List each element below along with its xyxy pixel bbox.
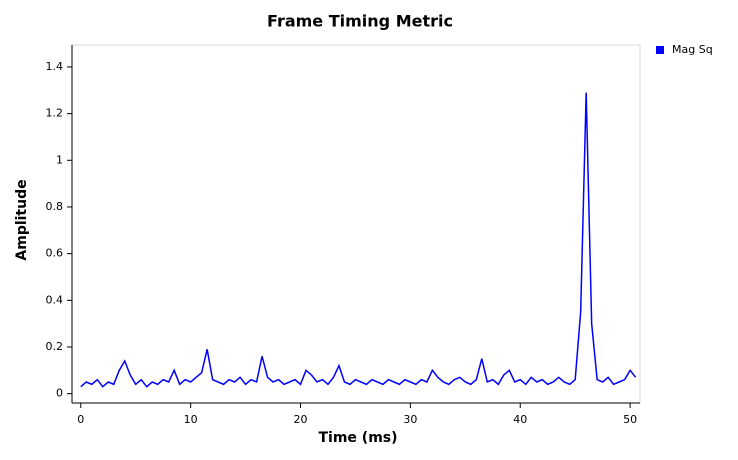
y-tick-label: 0.8 (46, 200, 64, 213)
y-tick-label: 0 (56, 387, 63, 400)
series-line (80, 92, 637, 388)
plot-area (71, 44, 641, 404)
y-tick-label: 0.2 (46, 340, 64, 353)
x-tick-label: 30 (403, 413, 417, 426)
x-tick-label: 50 (623, 413, 637, 426)
chart-title: Frame Timing Metric (267, 12, 453, 31)
x-tick-label: 20 (294, 413, 308, 426)
x-tick-label: 10 (184, 413, 198, 426)
x-tick-label: 0 (77, 413, 84, 426)
x-tick-label: 40 (513, 413, 527, 426)
legend-swatch (656, 46, 664, 54)
y-tick-label: 0.6 (46, 247, 64, 260)
legend-label: Mag Sq (672, 43, 713, 56)
y-tick-label: 1 (56, 153, 63, 166)
y-axis-label: Amplitude (14, 179, 30, 260)
y-tick-label: 1.4 (46, 60, 64, 73)
y-tick-label: 0.4 (46, 293, 64, 306)
y-tick-label: 1.2 (46, 107, 64, 120)
x-axis-label: Time (ms) (318, 430, 397, 446)
